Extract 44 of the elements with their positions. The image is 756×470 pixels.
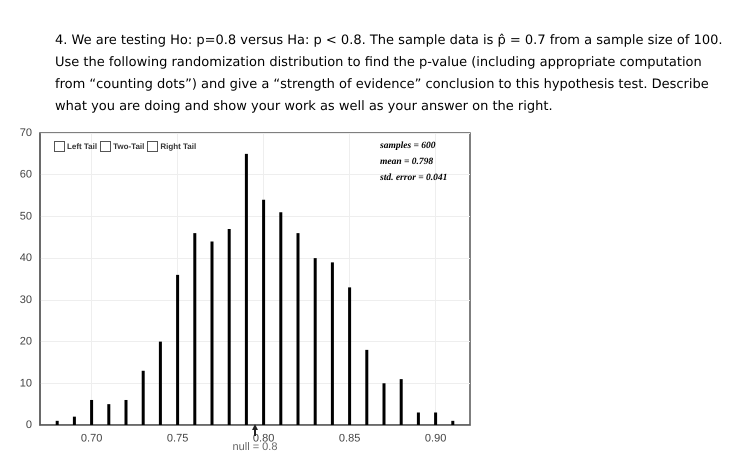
x-tick-label: 0.75: [166, 432, 188, 444]
annotation: Left Tail: [67, 142, 98, 151]
bar: [158, 342, 162, 425]
bar: [434, 412, 438, 425]
chart-title: 4. We are testing Ho: p=0.8 versus Ha: p < 0.8. The sample data is p̂ = 0.7 from a sample size of 100. Use the following randomization distribution to find the p-value (including appropriate computation from “counting dots”) and give a “strength of evidence” conclusion to this hypothesis test. Describe what you are doing and show your work as well as your answer on the right.: [55, 32, 724, 116]
bar: [193, 233, 196, 425]
annotation: samples = 600: [380, 140, 437, 153]
bar: [296, 233, 300, 425]
y-tick-label: 40: [20, 252, 32, 264]
bar: [90, 400, 94, 425]
annotation: mean = 0.798: [380, 156, 434, 169]
bar: [124, 400, 128, 425]
y-tick-label: 70: [20, 127, 32, 139]
bar: [56, 420, 59, 425]
y-tick-label: 0: [26, 419, 32, 431]
bar: [142, 370, 145, 425]
bar: [348, 287, 352, 425]
bar: [330, 262, 334, 425]
x-tick-label: 0.70: [80, 432, 102, 444]
bar: [210, 241, 214, 425]
annotation: Two-Tail: [113, 142, 144, 151]
bar: [228, 228, 231, 425]
bar: [451, 420, 454, 425]
text: null = 0.8: [232, 441, 278, 453]
annotation: std. error = 0.041: [380, 172, 448, 185]
bar: [365, 350, 368, 425]
bar: [279, 212, 282, 425]
bar: [72, 416, 76, 425]
y-tick-label: 20: [20, 336, 32, 348]
bar: [176, 274, 180, 425]
y-tick-label: 50: [20, 210, 32, 222]
bar: [382, 383, 386, 425]
bar: [107, 404, 110, 425]
bar: [400, 379, 403, 425]
y-tick-label: 60: [20, 168, 32, 181]
x-tick-label: 0.85: [338, 432, 360, 444]
annotation: Right Tail: [160, 142, 196, 151]
y-tick-label: 30: [20, 294, 32, 306]
bar: [262, 200, 266, 425]
bar: [244, 154, 248, 425]
bar: [416, 412, 420, 425]
bar: [314, 258, 317, 425]
x-tick-label: 0.90: [424, 432, 446, 444]
y-tick-label: 10: [20, 377, 32, 390]
